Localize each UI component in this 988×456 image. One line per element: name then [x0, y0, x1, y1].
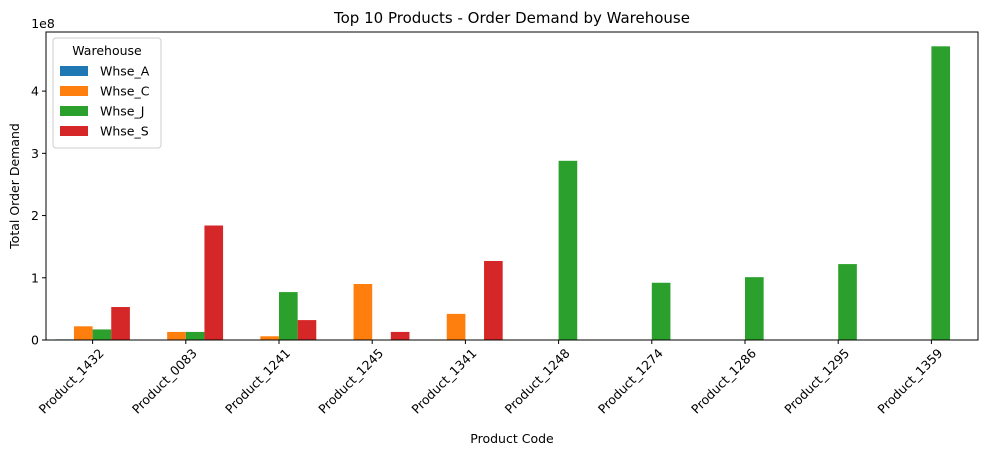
bar-whse-c-product-1241	[260, 336, 279, 340]
bar-whse-s-product-1432	[111, 307, 130, 340]
bar-whse-j-product-1432	[92, 329, 112, 340]
legend-label-whse-c: Whse_C	[100, 84, 150, 99]
legend-swatch-whse-a	[60, 66, 88, 76]
chart-title: Top 10 Products - Order Demand by Wareho…	[333, 9, 690, 27]
x-tick-label: Product_1245	[315, 346, 386, 417]
x-tick-label: Product_1359	[874, 345, 945, 416]
bar-whse-s-product-1245	[390, 331, 410, 340]
bar-whse-j-product-1248	[558, 160, 578, 340]
y-axis: 0 1 2 3 4	[31, 84, 46, 348]
bar-whse-c-product-1341	[446, 313, 466, 340]
bar-whse-s-product-1341	[484, 260, 503, 340]
y-axis-label: Total Order Demand	[7, 123, 22, 250]
x-tick-label: Product_0083	[129, 346, 200, 417]
bars-group	[55, 46, 951, 341]
x-tick-label: Product_1432	[36, 346, 107, 417]
y-scale-label: 1e8	[31, 16, 55, 31]
x-tick-label: Product_1341	[408, 346, 479, 417]
legend-title: Warehouse	[72, 43, 142, 58]
bar-whse-j-product-1241	[279, 292, 298, 340]
x-tick-label: Product_1274	[595, 345, 666, 416]
bar-whse-j-product-0083	[185, 331, 205, 340]
plot-frame	[45, 31, 979, 341]
legend-label-whse-a: Whse_A	[100, 64, 150, 79]
legend-swatch-whse-c	[60, 86, 88, 96]
bar-whse-c-product-1245	[353, 284, 373, 340]
bar-whse-s-product-0083	[204, 225, 224, 340]
legend: Warehouse Whse_A Whse_C Whse_J Whse_S	[52, 37, 162, 149]
bar-whse-j-product-1286	[745, 277, 764, 340]
legend-label-whse-s: Whse_S	[100, 124, 149, 139]
y-tick-label: 4	[31, 84, 39, 99]
bar-whse-j-product-1274	[651, 282, 671, 340]
bar-whse-c-product-1432	[73, 326, 93, 340]
y-tick-label: 0	[31, 333, 39, 348]
x-tick-label: Product_1286	[688, 345, 759, 416]
x-tick-label: Product_1248	[502, 345, 573, 416]
legend-label-whse-j: Whse_J	[100, 104, 144, 119]
legend-swatch-whse-s	[60, 126, 88, 136]
x-tick-label: Product_1241	[222, 346, 293, 417]
legend-swatch-whse-j	[60, 106, 88, 116]
y-tick-label: 2	[31, 208, 39, 223]
x-tick-label: Product_1295	[781, 346, 852, 417]
legend-frame	[52, 37, 162, 149]
bar-whse-c-product-0083	[167, 331, 186, 340]
bar-whse-j-product-1359	[931, 46, 951, 341]
x-axis-label: Product Code	[470, 431, 554, 446]
bar-whse-s-product-1241	[297, 320, 317, 340]
y-tick-label: 1	[31, 270, 39, 285]
x-axis: Product_1432 Product_0083 Product_1241 Prod…	[36, 340, 946, 417]
y-tick-label: 3	[31, 146, 39, 161]
bar-whse-j-product-1295	[838, 264, 857, 340]
